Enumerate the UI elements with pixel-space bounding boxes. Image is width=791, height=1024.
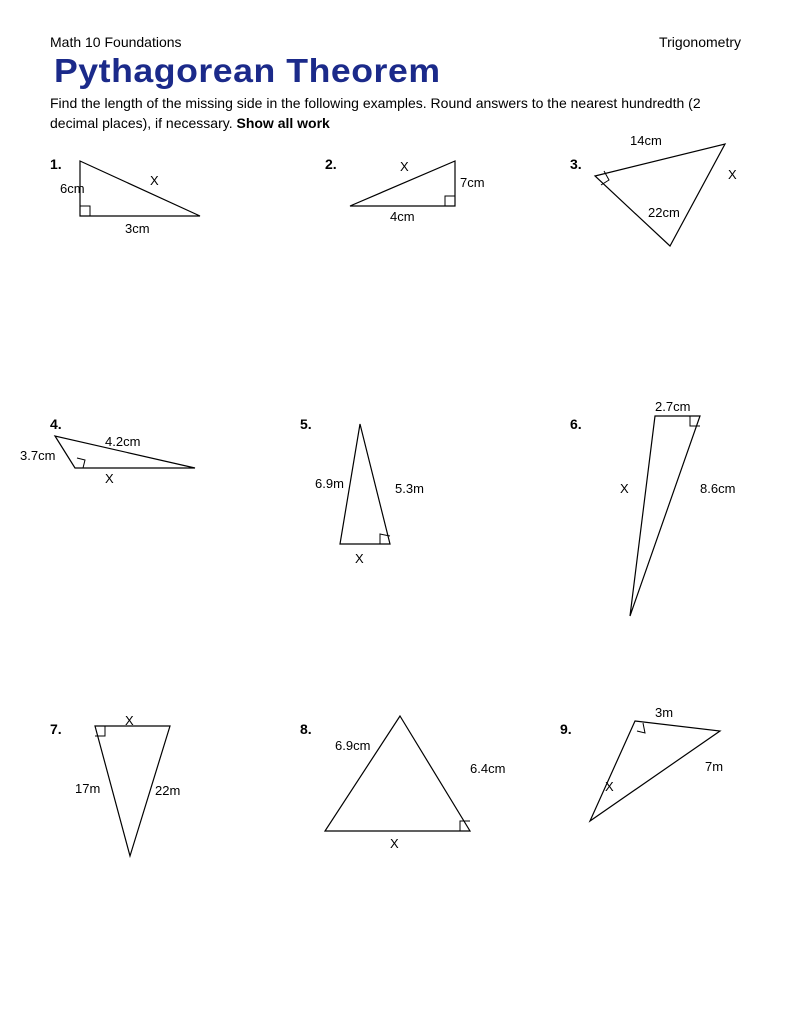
problem-6: 6. 2.7cm 8.6cm X (570, 401, 750, 641)
label-c: 7cm (460, 175, 485, 190)
label-b: 3cm (125, 221, 150, 236)
problem-number: 5. (300, 416, 312, 432)
label-a: 6cm (60, 181, 85, 196)
problem-1: 1. 6cm X 3cm (50, 151, 230, 271)
triangle-8 (325, 716, 485, 846)
problem-number: 3. (570, 156, 582, 172)
label-b: 22cm (648, 205, 680, 220)
problem-7: 7. X 17m 22m (50, 721, 230, 881)
label-c: X (150, 173, 159, 188)
page-title: Pythagorean Theorem (54, 52, 791, 90)
problem-number: 2. (325, 156, 337, 172)
label-a: 17m (75, 781, 100, 796)
label-b: X (605, 779, 614, 794)
label-c: 6.4cm (470, 761, 505, 776)
label-b: 4cm (390, 209, 415, 224)
label-c: 7m (705, 759, 723, 774)
problem-number: 8. (300, 721, 312, 737)
label-b: X (620, 481, 629, 496)
label-b: X (125, 713, 134, 728)
label-a: X (400, 159, 409, 174)
triangle-3 (595, 146, 755, 261)
topic-label: Trigonometry (659, 34, 741, 50)
problem-4: 4. 3.7cm 4.2cm X (20, 416, 220, 536)
problem-number: 6. (570, 416, 582, 432)
label-b: X (355, 551, 364, 566)
problem-9: 9. 3m 7m X (560, 711, 760, 871)
label-a: 2.7cm (655, 399, 690, 414)
problem-number: 9. (560, 721, 572, 737)
problem-number: 1. (50, 156, 62, 172)
label-a: 6.9m (315, 476, 344, 491)
instructions-text: Find the length of the missing side in t… (50, 95, 701, 131)
label-b: X (105, 471, 114, 486)
label-a: 3m (655, 705, 673, 720)
triangle-6 (630, 416, 710, 626)
label-c: 5.3m (395, 481, 424, 496)
label-c: 8.6cm (700, 481, 735, 496)
problem-number: 7. (50, 721, 62, 737)
problem-8: 8. 6.9cm 6.4cm X (300, 706, 500, 876)
label-a: 14cm (630, 133, 662, 148)
label-a: 6.9cm (335, 738, 370, 753)
label-c: X (728, 167, 737, 182)
label-b: X (390, 836, 399, 851)
problem-5: 5. 6.9m 5.3m X (300, 416, 480, 596)
label-a: 3.7cm (20, 448, 55, 463)
instructions-bold: Show all work (236, 115, 329, 131)
problem-2: 2. X 7cm 4cm (325, 151, 505, 271)
label-c: 4.2cm (105, 434, 140, 449)
label-c: 22m (155, 783, 180, 798)
problem-number: 4. (50, 416, 62, 432)
problem-3: 3. 14cm X 22cm (570, 141, 770, 271)
header-row: Math 10 Foundations Trigonometry (50, 34, 741, 50)
triangle-2 (350, 161, 470, 216)
course-label: Math 10 Foundations (50, 34, 182, 50)
instructions: Find the length of the missing side in t… (50, 94, 741, 133)
